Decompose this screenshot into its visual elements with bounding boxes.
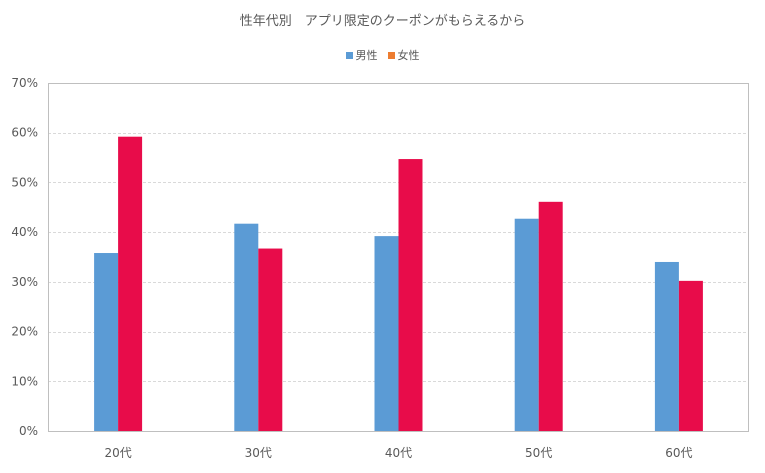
y-tick-label: 70% <box>11 76 38 90</box>
legend-item-female: 女性 <box>387 47 420 63</box>
bar-female <box>678 280 703 431</box>
x-tick-label: 20代 <box>104 446 131 460</box>
y-tick-label: 50% <box>11 175 38 189</box>
bars <box>94 136 703 432</box>
legend-label-male: 男性 <box>355 49 378 62</box>
bar-male <box>234 223 259 431</box>
bar-female <box>538 201 563 431</box>
bar-male <box>514 218 539 431</box>
y-tick-label: 40% <box>11 225 38 239</box>
x-tick-label: 30代 <box>245 446 272 460</box>
bar-female <box>398 159 423 431</box>
legend-item-male: 男性 <box>345 47 378 63</box>
legend: 男性 女性 <box>0 47 765 63</box>
legend-swatch-male <box>345 51 353 59</box>
bar-female <box>118 136 143 432</box>
bar-male <box>654 261 679 431</box>
x-axis-ticks: 20代 30代 40代 50代 60代 <box>104 446 692 460</box>
y-tick-label: 10% <box>11 374 38 388</box>
y-tick-label: 20% <box>11 325 38 339</box>
x-tick-label: 50代 <box>525 446 552 460</box>
y-tick-label: 60% <box>11 126 38 140</box>
legend-swatch-female <box>387 51 395 59</box>
legend-label-female: 女性 <box>397 49 420 62</box>
x-tick-label: 40代 <box>385 446 412 460</box>
y-tick-label: 0% <box>19 424 38 438</box>
bar-female <box>258 248 283 431</box>
bar-male <box>374 236 399 431</box>
bar-male <box>94 253 119 431</box>
plot-area-border <box>48 83 749 432</box>
x-tick-label: 60代 <box>665 446 692 460</box>
chart-title: 性年代別 アプリ限定のクーポンがもらえるから <box>239 14 526 29</box>
y-axis-ticks: 0% 10% 20% 30% 40% 50% 60% 70% <box>11 76 38 438</box>
y-tick-label: 30% <box>11 275 38 289</box>
